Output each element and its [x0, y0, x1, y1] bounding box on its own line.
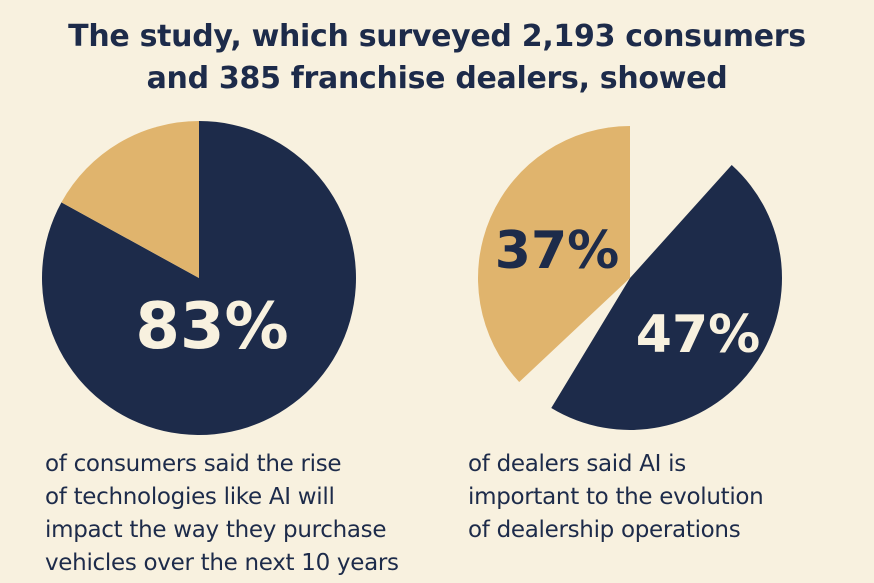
consumer-pie-chart: 83% [41, 121, 356, 436]
dealer-pie-label-47: 47% [636, 305, 760, 365]
consumer-pie-slice-83 [41, 121, 356, 436]
consumer-pie-slice-remainder [61, 121, 200, 278]
headline-line-1: The study, which surveyed 2,193 consumer… [68, 19, 806, 54]
consumer-pie-label-83: 83% [135, 290, 288, 364]
dealer-pie-chart: 37% 47% [477, 125, 782, 430]
consumer-caption-line: vehicles over the next 10 years [45, 550, 399, 576]
dealer-caption-line: of dealership operations [468, 517, 741, 543]
dealer-pie-label-37: 37% [495, 221, 619, 281]
dealer-pie-slice-47 [551, 165, 782, 430]
headline-line-2: and 385 franchise dealers, showed [146, 61, 728, 96]
consumer-caption-line: of technologies like AI will [45, 484, 335, 510]
consumer-caption-line: of consumers said the rise [45, 451, 342, 477]
headline: The study, which surveyed 2,193 consumer… [0, 16, 874, 100]
consumer-caption-line: impact the way they purchase [45, 517, 387, 543]
dealer-caption: of dealers said AI is important to the e… [468, 448, 764, 547]
dealer-caption-line: of dealers said AI is [468, 451, 686, 477]
dealer-caption-line: important to the evolution [468, 484, 764, 510]
dealer-pie-slice-37 [477, 125, 630, 383]
consumer-caption: of consumers said the rise of technologi… [45, 448, 399, 580]
